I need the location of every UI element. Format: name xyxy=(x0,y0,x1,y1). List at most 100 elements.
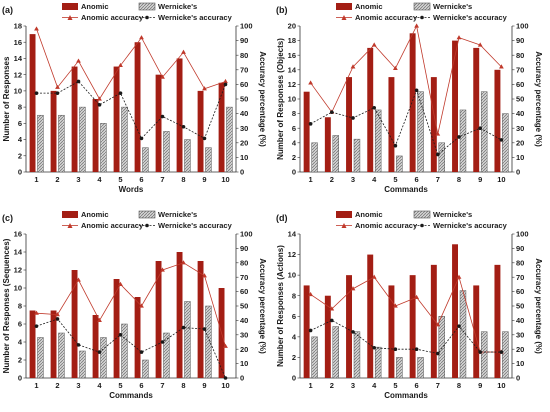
x-tick-label: 1 xyxy=(34,175,38,184)
bar-wernicke xyxy=(121,323,128,379)
y2-tick-label: 20 xyxy=(240,138,248,147)
x-tick-label: 10 xyxy=(497,381,505,390)
point-wernicke-accuracy xyxy=(414,88,419,93)
legend-wernicke-accuracy-marker xyxy=(420,15,424,20)
point-anomic-accuracy xyxy=(202,86,207,91)
legend-anomic-accuracy-label: Anomic accuracy xyxy=(355,221,418,230)
bar-wernicke xyxy=(163,131,170,173)
bar-anomic xyxy=(324,295,331,378)
x-tick-label: 5 xyxy=(393,381,397,390)
y2-tick-label: 30 xyxy=(240,124,248,133)
y-tick-label: 2 xyxy=(18,151,22,160)
bar-wernicke xyxy=(480,331,488,379)
point-anomic-accuracy xyxy=(76,58,81,63)
y2-tick-label: 90 xyxy=(516,244,524,253)
bar-anomic xyxy=(134,297,141,378)
bar-wernicke xyxy=(184,301,191,379)
y-tick-label: 2 xyxy=(18,356,22,365)
bar-anomic xyxy=(430,264,437,378)
bar-anomic xyxy=(176,252,183,378)
point-wernicke-accuracy xyxy=(478,350,483,354)
point-anomic-accuracy xyxy=(435,131,441,136)
point-anomic-accuracy xyxy=(308,80,313,85)
y-axis-title: Number of Responses (Sequences) xyxy=(2,238,11,373)
y-tick-label: 6 xyxy=(292,124,296,133)
bar-wernicke xyxy=(37,114,44,173)
x-tick-label: 10 xyxy=(497,175,505,184)
bar-anomic xyxy=(155,261,162,378)
point-wernicke-accuracy xyxy=(34,324,39,328)
point-anomic-accuracy xyxy=(202,273,207,278)
bar-wernicke xyxy=(353,331,361,379)
y-tick-label: 6 xyxy=(18,320,22,329)
y-tick-label: 10 xyxy=(14,284,22,293)
point-wernicke-accuracy xyxy=(118,333,123,337)
chart-panel-2: (b) Anomic Wernicke's Anomic accuracy Wernic… xyxy=(276,2,543,194)
x-axis-title: Commands xyxy=(109,391,153,400)
legend-anomic-accuracy-marker xyxy=(341,15,347,20)
x-tick-label: 8 xyxy=(181,175,185,184)
bar-anomic xyxy=(452,40,458,172)
legend-anomic-label: Anomic xyxy=(355,210,383,219)
x-axis-title: Commands xyxy=(384,185,428,194)
y2-tick-label: 80 xyxy=(516,51,524,60)
legend-wernicke-label: Wernicke's xyxy=(158,210,197,219)
point-anomic-accuracy xyxy=(55,312,60,317)
bar-anomic xyxy=(29,310,36,378)
x-tick-label: 2 xyxy=(330,381,334,390)
point-wernicke-accuracy xyxy=(457,324,461,328)
point-anomic-accuracy xyxy=(414,23,419,28)
y2-tick-label: 0 xyxy=(516,374,520,383)
bar-anomic xyxy=(71,270,78,378)
bar-anomic xyxy=(113,279,120,378)
x-tick-label: 10 xyxy=(221,381,229,390)
point-anomic-accuracy xyxy=(181,49,186,54)
point-anomic-accuracy xyxy=(350,286,356,291)
point-anomic-accuracy xyxy=(456,35,462,40)
point-anomic-accuracy xyxy=(371,42,377,47)
legend-anomic-accuracy-label: Anomic accuracy xyxy=(81,13,144,22)
y-tick-label: 8 xyxy=(292,109,296,118)
y2-tick-label: 80 xyxy=(516,258,524,267)
bar-anomic xyxy=(92,99,99,172)
bar-wernicke xyxy=(58,332,65,379)
bar-wernicke xyxy=(374,346,382,379)
point-wernicke-accuracy xyxy=(499,350,504,354)
point-anomic-accuracy xyxy=(139,35,144,40)
bar-wernicke xyxy=(79,350,86,379)
bar-anomic xyxy=(303,285,310,378)
x-tick-label: 7 xyxy=(160,381,164,390)
y2-axis-title: Accuracy percentage (%) xyxy=(258,51,267,147)
y-tick-label: 14 xyxy=(288,230,297,239)
y2-tick-label: 30 xyxy=(516,124,524,133)
y2-axis-title: Accuracy percentage (%) xyxy=(258,258,267,354)
y2-tick-label: 40 xyxy=(516,316,524,325)
y2-tick-label: 90 xyxy=(516,36,524,45)
legend-wernicke-accuracy-label: Wernicke's accuracy xyxy=(158,13,233,22)
y2-tick-label: 10 xyxy=(516,359,524,368)
point-anomic-accuracy xyxy=(55,84,60,89)
line-wernicke-accuracy xyxy=(36,318,226,379)
y2-tick-label: 10 xyxy=(240,153,248,162)
x-tick-label: 3 xyxy=(76,175,80,184)
y-tick-label: 18 xyxy=(14,22,22,31)
y2-tick-label: 60 xyxy=(240,80,248,89)
y-tick-label: 0 xyxy=(18,374,22,383)
legend-wernicke-accuracy-marker xyxy=(145,15,149,20)
y2-tick-label: 50 xyxy=(240,95,248,104)
y2-tick-label: 100 xyxy=(516,230,529,239)
x-tick-label: 9 xyxy=(478,381,482,390)
y2-tick-label: 70 xyxy=(516,65,524,74)
bar-wernicke xyxy=(163,332,170,379)
x-tick-label: 6 xyxy=(139,381,143,390)
point-wernicke-accuracy xyxy=(308,328,313,333)
y-tick-label: 20 xyxy=(288,22,296,31)
legend-wernicke-swatch xyxy=(138,210,156,219)
bar-wernicke xyxy=(100,123,107,173)
y-axis-title: Number of Responses (Actions) xyxy=(276,245,285,367)
panel-tag: (d) xyxy=(276,213,288,223)
panel-tag: (a) xyxy=(2,5,13,15)
bar-wernicke xyxy=(205,147,212,173)
point-anomic-accuracy xyxy=(223,343,228,348)
y-tick-label: 10 xyxy=(288,95,296,104)
